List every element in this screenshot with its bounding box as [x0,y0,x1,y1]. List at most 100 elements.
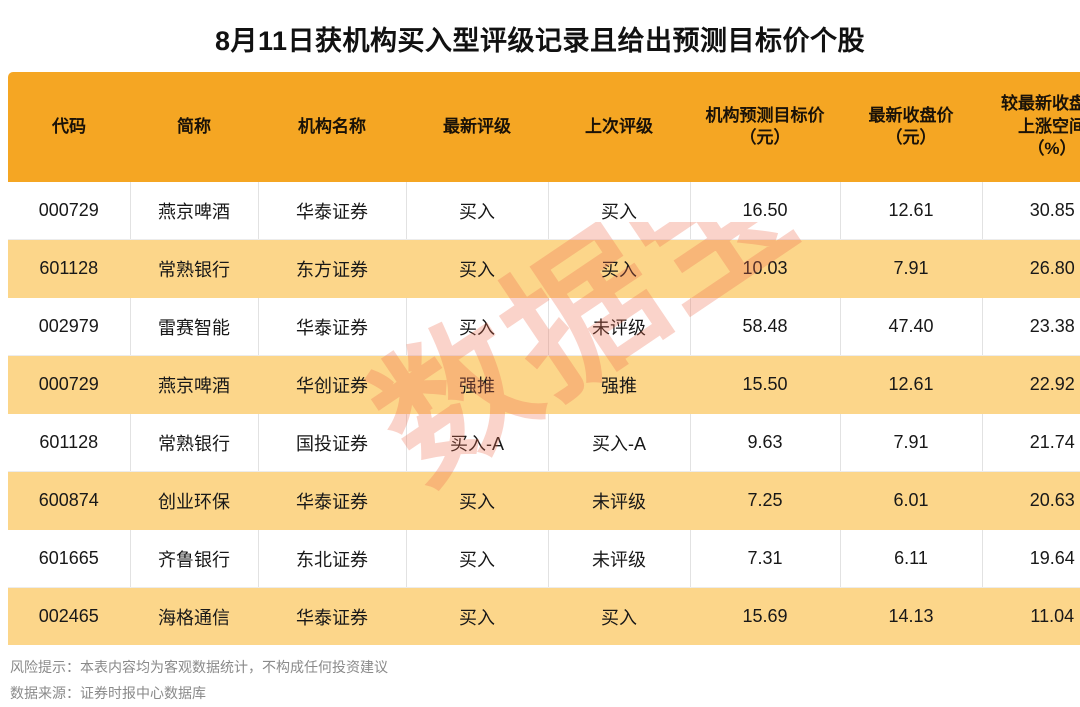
column-header-name: 简称 [130,72,258,182]
cell-upside: 19.64 [982,529,1080,588]
page-title-bar: 8月11日获机构买入型评级记录且给出预测目标价个股 [0,0,1080,72]
table-body: 000729 燕京啤酒 华泰证券 买入 买入 16.50 12.61 30.85 601128 常… [8,182,1080,645]
cell-upside: 22.92 [982,355,1080,414]
table-row: 000729 燕京啤酒 华创证券 强推 强推 15.50 12.61 22.92 [8,355,1080,414]
cell-close: 6.01 [840,471,983,530]
table-row: 600874 创业环保 华泰证券 买入 未评级 7.25 6.01 20.63 [8,471,1080,530]
source-note: 数据来源：证券时报中心数据库 [10,684,206,701]
cell-upside: 30.85 [982,182,1080,240]
cell-target: 15.50 [690,355,841,414]
table-row: 601128 常熟银行 东方证券 买入 买入 10.03 7.91 26.80 [8,239,1080,298]
cell-upside: 20.63 [982,471,1080,530]
cell-prev: 买入 [548,182,691,240]
cell-org: 华创证券 [258,355,407,414]
column-header-target-price-line-2: （元） [739,128,791,147]
cell-org: 国投证券 [258,413,407,472]
cell-code: 002979 [8,297,131,356]
cell-prev: 买入 [548,587,691,645]
cell-close: 12.61 [840,182,983,240]
cell-target: 58.48 [690,297,841,356]
column-header-close-price: 最新收盘价 （元） [840,72,982,182]
cell-name: 燕京啤酒 [130,182,259,240]
column-header-prev-rating-line-1: 上次评级 [585,116,653,136]
cell-org: 华泰证券 [258,587,407,645]
table-row: 601665 齐鲁银行 东北证券 买入 未评级 7.31 6.11 19.64 [8,529,1080,588]
column-header-prev-rating: 上次评级 [548,72,690,182]
cell-upside: 26.80 [982,239,1080,298]
cell-target: 7.25 [690,471,841,530]
column-header-upside-line-1: 较最新收盘价 [1001,94,1080,114]
column-header-org-line-1: 机构名称 [298,116,366,136]
cell-name: 燕京啤酒 [130,355,259,414]
cell-prev: 未评级 [548,529,691,588]
cell-rating: 买入 [406,297,549,356]
cell-rating: 买入 [406,529,549,588]
cell-close: 14.13 [840,587,983,645]
cell-rating: 买入-A [406,413,549,472]
column-header-rating-line-1: 最新评级 [443,116,511,136]
table-header: 代码 简称 机构名称 最新评级 上次评级 机构预测目标价 [8,72,1080,182]
column-header-upside-line-2: 上涨空间 [1018,116,1080,136]
cell-upside: 21.74 [982,413,1080,472]
cell-upside: 23.38 [982,297,1080,356]
cell-name: 齐鲁银行 [130,529,259,588]
cell-org: 华泰证券 [258,297,407,356]
stock-table-container: 数据宝 代码 简称 机构名称 最 [8,72,1080,645]
column-header-close-price-line-1: 最新收盘价 [868,105,954,125]
table-footer: 风险提示：本表内容均为客观数据统计，不构成任何投资建议 数据来源：证券时报中心数… [0,653,1080,707]
cell-name: 常熟银行 [130,413,259,472]
cell-code: 002465 [8,587,131,645]
cell-prev: 未评级 [548,471,691,530]
column-header-org: 机构名称 [258,72,406,182]
cell-rating: 买入 [406,239,549,298]
column-header-rating: 最新评级 [406,72,548,182]
column-header-code: 代码 [8,72,130,182]
table-row: 000729 燕京啤酒 华泰证券 买入 买入 16.50 12.61 30.85 [8,182,1080,240]
table-row: 002979 雷赛智能 华泰证券 买入 未评级 58.48 47.40 23.38 [8,297,1080,356]
cell-name: 海格通信 [130,587,259,645]
risk-note: 风险提示：本表内容均为客观数据统计，不构成任何投资建议 [10,659,388,675]
cell-name: 常熟银行 [130,239,259,298]
cell-prev: 买入-A [548,413,691,472]
cell-org: 东北证券 [258,529,407,588]
cell-code: 600874 [8,471,131,530]
cell-close: 47.40 [840,297,983,356]
cell-org: 东方证券 [258,239,407,298]
cell-org: 华泰证券 [258,471,407,530]
cell-target: 7.31 [690,529,841,588]
cell-name: 雷赛智能 [130,297,259,356]
cell-target: 9.63 [690,413,841,472]
column-header-name-line-1: 简称 [177,116,211,136]
cell-target: 16.50 [690,182,841,240]
cell-code: 000729 [8,355,131,414]
column-header-target-price-line-1: 机构预测目标价 [705,105,825,125]
cell-rating: 买入 [406,182,549,240]
cell-rating: 买入 [406,471,549,530]
table-row: 002465 海格通信 华泰证券 买入 买入 15.69 14.13 11.04 [8,587,1080,645]
cell-close: 7.91 [840,413,983,472]
cell-code: 601665 [8,529,131,588]
cell-prev: 未评级 [548,297,691,356]
column-header-upside-line-3: （%） [1027,139,1077,159]
cell-prev: 买入 [548,239,691,298]
table-header-row: 代码 简称 机构名称 最新评级 上次评级 机构预测目标价 [8,72,1080,182]
column-header-close-price-line-2: （元） [885,128,937,147]
cell-target: 10.03 [690,239,841,298]
cell-code: 000729 [8,182,131,240]
cell-org: 华泰证券 [258,182,407,240]
cell-close: 6.11 [840,529,983,588]
page-title: 8月11日获机构买入型评级记录且给出预测目标价个股 [214,25,866,56]
cell-target: 15.69 [690,587,841,645]
cell-rating: 买入 [406,587,549,645]
cell-close: 7.91 [840,239,983,298]
cell-code: 601128 [8,413,131,472]
table-row: 601128 常熟银行 国投证券 买入-A 买入-A 9.63 7.91 21.74 [8,413,1080,472]
cell-close: 12.61 [840,355,983,414]
column-header-upside: 较最新收盘价 上涨空间 （%） [982,72,1080,182]
column-header-target-price: 机构预测目标价 （元） [690,72,840,182]
cell-name: 创业环保 [130,471,259,530]
cell-code: 601128 [8,239,131,298]
column-header-code-line-1: 代码 [52,116,86,136]
cell-upside: 11.04 [982,587,1080,645]
